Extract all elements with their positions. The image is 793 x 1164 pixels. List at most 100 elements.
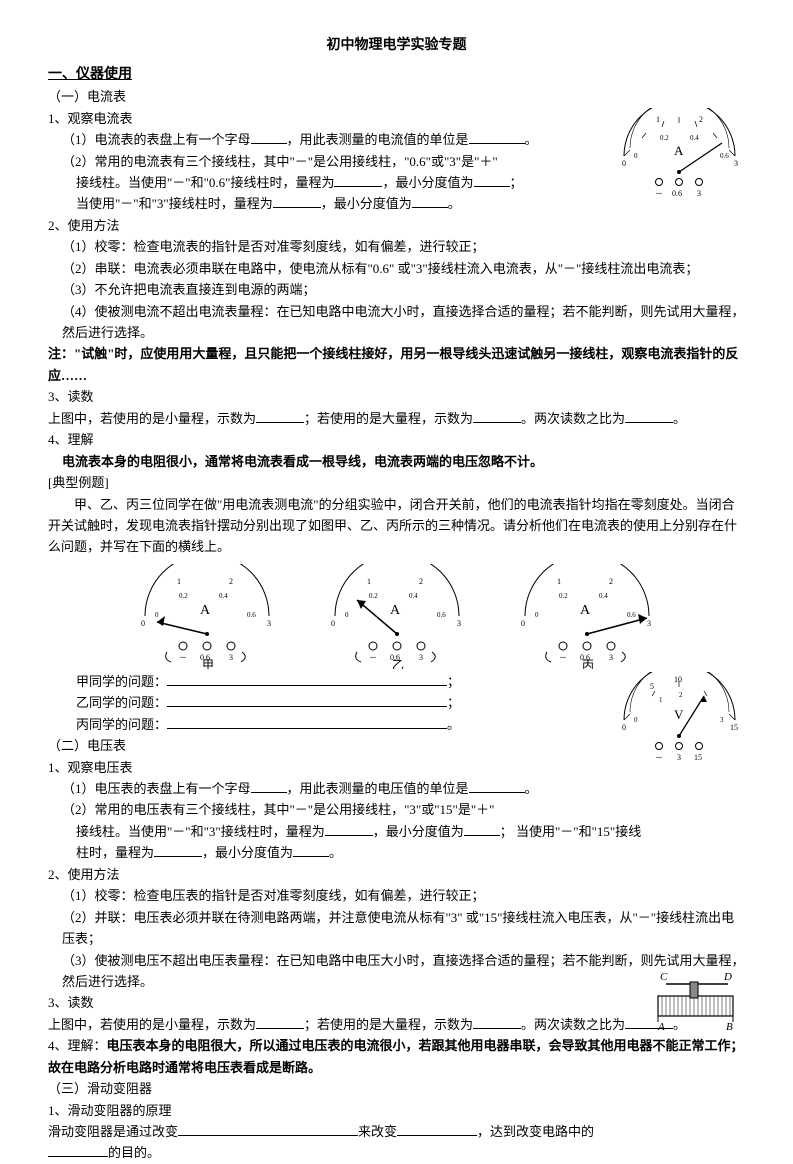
- blank[interactable]: [48, 1143, 108, 1157]
- p2-3: （3）不允许把电流表直接连到电源的两端；: [48, 279, 745, 300]
- volt-label: V: [674, 707, 684, 722]
- voltmeter-svg: 05 1015 01 23 V －315: [612, 672, 747, 762]
- svg-text:0.6: 0.6: [247, 611, 256, 619]
- ammeter-figure-main: 01 23 00.2 0.40.6 A －0.63: [612, 108, 747, 198]
- blank[interactable]: [334, 173, 382, 187]
- svg-text:0.4: 0.4: [690, 134, 699, 142]
- t: ；: [510, 175, 523, 190]
- svg-text:A: A: [390, 603, 401, 618]
- r1-line: 滑动变阻器是通过改变来改变，达到改变电路中的: [48, 1121, 745, 1142]
- svg-text:3: 3: [229, 653, 233, 662]
- svg-text:0: 0: [634, 152, 638, 160]
- blank[interactable]: [167, 672, 447, 686]
- v3-line: 上图中，若使用的是小量程，示数为；若使用的是大量程，示数为。两次读数之比为。: [48, 1014, 745, 1035]
- blank[interactable]: [251, 779, 287, 793]
- blank[interactable]: [293, 843, 329, 857]
- v2: 2、使用方法: [48, 864, 745, 885]
- svg-text:15: 15: [694, 753, 702, 762]
- section-1-heading: 一、仪器使用: [48, 63, 745, 86]
- t: ；: [447, 695, 460, 710]
- svg-text:0.6: 0.6: [627, 611, 636, 619]
- svg-text:10: 10: [674, 675, 682, 684]
- t: 来改变: [358, 1124, 397, 1139]
- blank[interactable]: [412, 194, 448, 208]
- t: 接线柱。当使用"－"和"0.6"接线柱时，量程为: [76, 175, 334, 190]
- svg-text:2: 2: [419, 577, 423, 586]
- svg-text:A: A: [200, 603, 211, 618]
- t: 。两次读数之比为: [521, 411, 625, 426]
- v1-2a: （2）常用的电压表有三个接线柱，其中"－"是公用接线柱，"3"或"15"是"＋": [48, 799, 745, 820]
- svg-text:－: －: [179, 653, 187, 662]
- blank[interactable]: [251, 130, 287, 144]
- three-meters-row: 0123 00.20.40.6 A －0.63 甲 0123 00.20.40.…: [48, 564, 745, 669]
- p2-1: （1）校零：检查电流表的指针是否对准零刻度线，如有偏差，进行较正；: [48, 236, 745, 257]
- ammeter-svg: 01 23 00.2 0.40.6 A －0.63: [612, 108, 747, 198]
- blank[interactable]: [256, 1015, 304, 1029]
- t: （1）电流表的表盘上有一个字母: [62, 132, 251, 147]
- blank[interactable]: [167, 693, 447, 707]
- svg-text:0: 0: [622, 159, 626, 168]
- t: 乙同学的问题：: [76, 695, 167, 710]
- blank[interactable]: [154, 843, 202, 857]
- t: 电压表本身的电阻很大，所以通过电压表的电流很小，若跟其他用电器串联，会导致其他用…: [48, 1038, 744, 1074]
- svg-text:A: A: [580, 603, 591, 618]
- svg-text:0: 0: [345, 611, 349, 619]
- p2: 2、使用方法: [48, 215, 745, 236]
- v2-1: （1）校零：检查电压表的指针是否对准零刻度线，如有偏差，进行较正；: [48, 885, 745, 906]
- blank[interactable]: [256, 409, 304, 423]
- blank[interactable]: [273, 194, 321, 208]
- page-title: 初中物理电学实验专题: [48, 34, 745, 57]
- svg-text:－: －: [655, 189, 663, 198]
- svg-text:乙: 乙: [392, 658, 404, 669]
- svg-text:2: 2: [229, 577, 233, 586]
- blank[interactable]: [469, 130, 525, 144]
- v1-2c: 柱时，量程为，最小分度值为。: [48, 842, 745, 863]
- blank[interactable]: [167, 715, 447, 729]
- svg-text:3: 3: [720, 716, 724, 724]
- t: 。: [525, 132, 538, 147]
- t: 甲同学的问题：: [76, 674, 167, 689]
- t: ，最小分度值为: [202, 845, 293, 860]
- blank[interactable]: [474, 173, 510, 187]
- t: 。: [525, 781, 538, 796]
- t: ；若使用的是大量程，示数为: [304, 1017, 473, 1032]
- svg-text:3: 3: [647, 619, 651, 628]
- v1-2b: 接线柱。当使用"－"和"3"接线柱时，量程为，最小分度值为； 当使用"－"和"1…: [48, 821, 745, 842]
- svg-text:0.2: 0.2: [369, 592, 378, 600]
- t: 当使用"－"和"3"接线柱时，量程为: [76, 196, 273, 211]
- t: ，最小分度值为: [321, 196, 412, 211]
- blank[interactable]: [464, 822, 500, 836]
- blank[interactable]: [625, 409, 673, 423]
- svg-text:1: 1: [557, 577, 561, 586]
- v4: 4、理解：电压表本身的电阻很大，所以通过电压表的电流很小，若跟其他用电器串联，会…: [48, 1035, 745, 1078]
- t: 丙同学的问题：: [76, 717, 167, 732]
- svg-text:1: 1: [367, 577, 371, 586]
- svg-text:0: 0: [634, 716, 638, 724]
- t: ，最小分度值为: [373, 824, 464, 839]
- svg-text:0.2: 0.2: [559, 592, 568, 600]
- t: ；若使用的是大量程，示数为: [304, 411, 473, 426]
- blank[interactable]: [469, 779, 525, 793]
- svg-text:0: 0: [141, 619, 145, 628]
- blank[interactable]: [473, 409, 521, 423]
- blank[interactable]: [178, 1122, 358, 1136]
- t: 接线柱。当使用"－"和"3"接线柱时，量程为: [76, 824, 325, 839]
- p4-note: 电流表本身的电阻很小，通常将电流表看成一根导线，电流表两端的电压忽略不计。: [48, 451, 745, 472]
- svg-text:1: 1: [177, 577, 181, 586]
- svg-text:甲: 甲: [202, 658, 214, 669]
- svg-text:C: C: [660, 971, 668, 983]
- svg-text:丙: 丙: [582, 658, 594, 669]
- svg-text:5: 5: [650, 682, 654, 691]
- blank[interactable]: [325, 822, 373, 836]
- svg-text:2: 2: [699, 115, 703, 124]
- t: 上图中，若使用的是小量程，示数为: [48, 1017, 256, 1032]
- svg-text:0: 0: [521, 619, 525, 628]
- subsection-rheostat: （三）滑动变阻器: [48, 1078, 745, 1099]
- svg-text:0.4: 0.4: [409, 592, 418, 600]
- svg-text:1: 1: [659, 696, 663, 704]
- r1-line2: 的目的。: [48, 1142, 745, 1163]
- blank[interactable]: [473, 1015, 521, 1029]
- svg-text:0.6: 0.6: [720, 152, 729, 160]
- t: 上图中，若使用的是小量程，示数为: [48, 411, 256, 426]
- blank[interactable]: [397, 1122, 477, 1136]
